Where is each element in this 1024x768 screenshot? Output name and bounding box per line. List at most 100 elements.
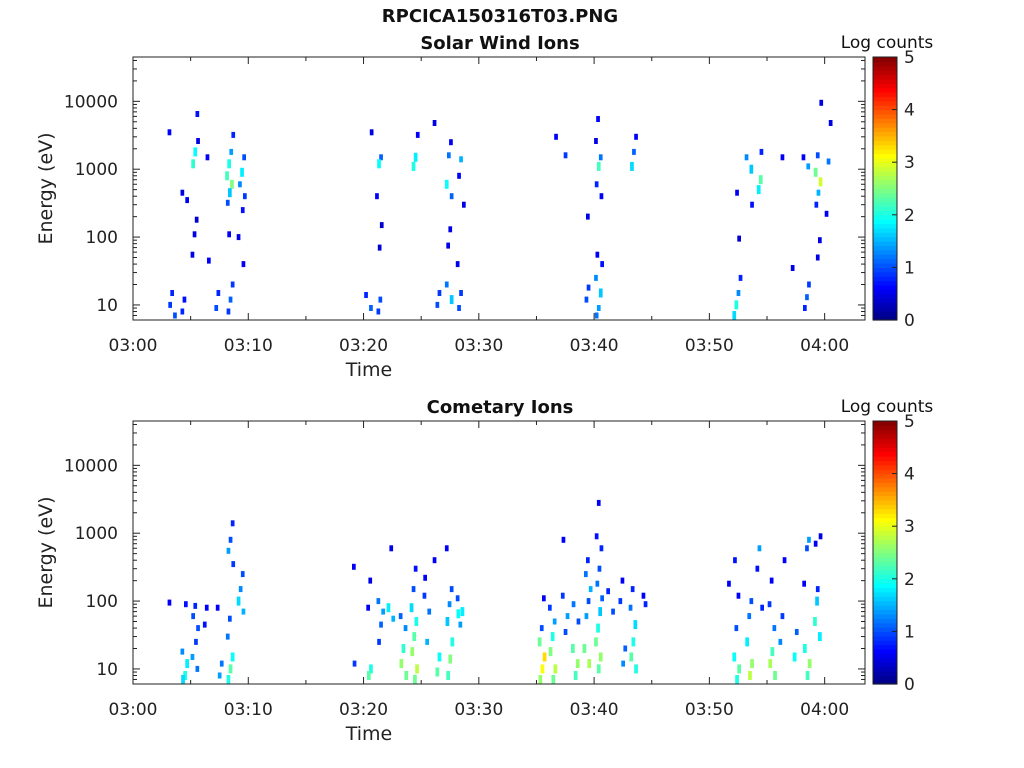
data-cell [411,161,416,171]
data-cell [228,188,232,198]
colorbar-segment [873,670,897,676]
data-cell [457,172,461,179]
colorbar-frame [872,56,898,321]
colorbar-segment [873,570,897,576]
data-cell [228,615,232,622]
x-tick-label: 03:50 [685,700,734,720]
data-cell [586,557,590,564]
data-cell [202,621,207,628]
data-cell [595,251,600,258]
data-cell [770,647,775,657]
colorbar-segment [873,170,897,176]
colorbar-segment [873,600,897,606]
colorbar-segment [873,280,897,286]
data-cell [801,154,806,161]
data-cell [449,193,454,200]
data-cell [629,652,634,662]
data-cell [225,199,230,206]
data-cell [375,193,379,200]
x-tick-label: 03:10 [224,700,273,720]
colorbar-segment [873,640,897,646]
colorbar-segment [873,631,897,637]
data-cell [193,147,198,157]
colorbar-segment [873,543,897,549]
data-cell [818,237,822,244]
y-tick-label: 1000 [75,160,118,180]
colorbar-segment [873,70,897,76]
data-cell [768,659,773,669]
colorbar-segment [873,675,897,681]
data-cell [813,540,818,547]
data-cell [641,592,646,599]
colorbar-segment [873,499,897,505]
colorbar-segment [873,469,897,475]
data-cell [634,133,638,140]
data-cell [447,152,451,159]
data-cell [194,216,199,223]
data-cell [596,664,601,674]
data-cell [455,595,460,602]
colorbar-tick-label: 2 [904,206,915,226]
data-cell [413,152,418,162]
data-cell [805,545,809,552]
colorbar-segment [873,271,897,277]
colorbar-segment [873,197,897,203]
x-tick-label: 03:50 [685,336,734,356]
colorbar-tick-label: 4 [904,101,915,121]
data-cell [584,296,589,303]
data-cell [215,604,220,611]
colorbar-segment [873,539,897,545]
data-cell [376,598,381,605]
y-tick-label: 10 [96,660,118,680]
data-cell [227,159,231,169]
colorbar-segment [873,618,897,624]
data-cell [368,577,373,584]
colorbar-segment [873,556,897,562]
data-cell [196,625,200,632]
data-cell [207,257,211,264]
data-cell [226,308,231,315]
data-cell [195,665,200,672]
data-cell [181,675,185,684]
colorbar-segment [873,477,897,483]
data-cell [448,654,453,664]
data-cell [228,536,233,543]
data-cell [734,625,739,632]
data-cell [813,617,817,626]
data-cell [633,620,638,630]
data-cell [744,154,749,161]
colorbar-segment [873,306,897,312]
panel-cometary-ions: 03:00 03:10 03:20 03:30 03:40 03:50 04:0010100… [35,397,933,745]
data-cell [594,274,598,281]
data-cell [185,197,189,204]
data-cell [548,647,553,657]
axes-frame [132,56,866,321]
data-cell [807,659,812,669]
colorbar-segment [873,87,897,93]
data-cell [364,292,368,298]
data-cell [596,499,601,506]
data-cell [435,667,440,677]
data-cell [758,175,763,185]
data-cell [575,659,580,669]
data-cell [565,613,570,620]
colorbar-label: Log counts [841,397,934,417]
colorbar-segment [873,622,897,628]
colorbar-segment [873,434,897,440]
data-cell [582,644,587,653]
y-tick-label: 1000 [75,524,118,544]
data-cell [772,625,777,632]
data-cell [459,290,463,296]
x-tick-label: 03:30 [454,336,503,356]
data-cell [586,213,590,220]
data-cell [214,305,219,311]
data-cell [828,120,833,126]
colorbar-segment [873,504,897,510]
data-cell [735,675,739,684]
data-cell [217,672,222,679]
data-cell [460,607,465,617]
data-cell [818,177,823,187]
data-cell [819,99,824,106]
data-cell [805,671,810,680]
data-cell [230,652,235,662]
